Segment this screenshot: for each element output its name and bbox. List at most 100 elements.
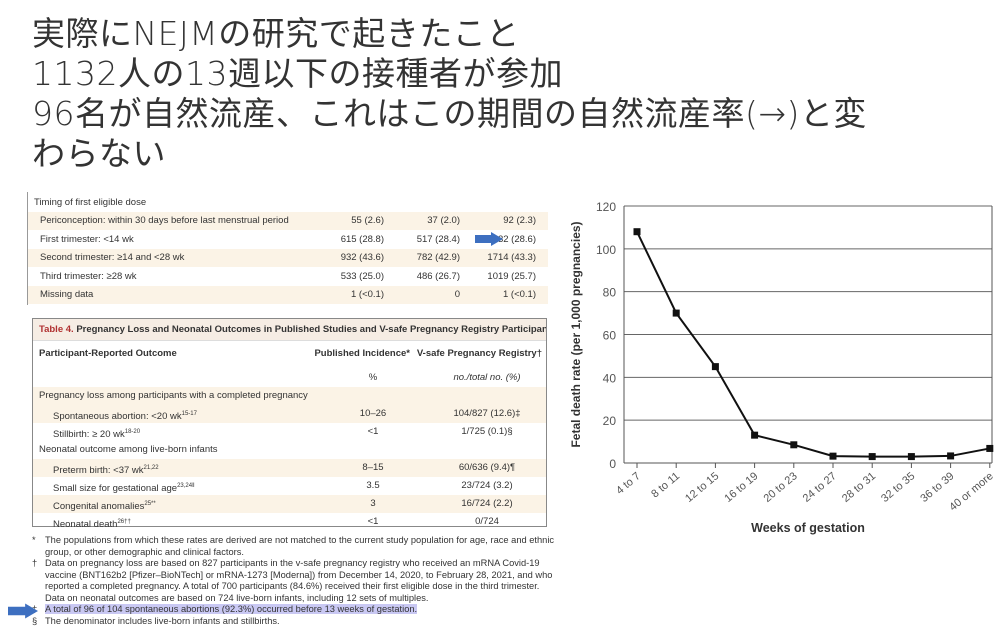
cell: 37 (2.0) — [400, 212, 460, 230]
cell: 615 (28.8) — [324, 231, 384, 249]
reference-sup: 23,24‖ — [177, 483, 195, 489]
reference-sup: 15-17 — [182, 411, 197, 417]
table-row: Neonatal death26†† <1 0/724 — [33, 513, 546, 531]
row-label: Second trimester: ≥14 and <28 wk — [40, 249, 184, 267]
reference-sup: 26†† — [117, 519, 130, 525]
slide-title: 実際にNEJMの研究で起きたこと 1132人の13週以下の接種者が参加 96名が… — [32, 14, 867, 174]
vsafe-cell: 60/636 (9.4)¶ — [428, 459, 546, 477]
row-label: First trimester: <14 wk — [40, 231, 134, 249]
data-point — [634, 228, 641, 235]
published-cell: 3 — [333, 495, 413, 513]
published-cell: <1 — [333, 513, 413, 531]
table-row: Preterm birth: <37 wk21,22 8–15 60/636 (… — [33, 459, 546, 477]
arrow-right-icon — [8, 603, 38, 619]
data-point — [712, 363, 719, 370]
row-label: Missing data — [40, 286, 93, 304]
cell: 782 (42.9) — [400, 249, 460, 267]
row-label: Stillbirth: ≥ 20 wk18-20 — [53, 423, 140, 444]
outcome-text: Spontaneous abortion: <20 wk — [53, 411, 182, 422]
header-vsafe: V-safe Pregnancy Registry† — [417, 345, 542, 363]
unit-published: % — [333, 369, 413, 387]
outcome-text: Stillbirth: ≥ 20 wk — [53, 429, 125, 440]
x-axis-label: Weeks of gestation — [751, 521, 865, 535]
header-outcome: Participant-Reported Outcome — [39, 345, 177, 363]
cell: 1 (<0.1) — [476, 286, 536, 304]
table-row: Spontaneous abortion: <20 wk15-17 10–26 … — [33, 405, 546, 423]
data-point — [869, 453, 876, 460]
vsafe-cell: 23/724 (3.2) — [428, 477, 546, 495]
title-line: わらない — [32, 134, 867, 174]
published-cell: 3.5 — [333, 477, 413, 495]
table-row: Missing data 1 (<0.1) 0 1 (<0.1) — [28, 286, 548, 304]
row-label: Third trimester: ≥28 wk — [40, 268, 137, 286]
cell: 1019 (25.7) — [476, 268, 536, 286]
footnote: * The populations from which these rates … — [30, 535, 555, 558]
y-tick-label: 40 — [603, 371, 617, 385]
y-axis-label: Fetal death rate (per 1,000 pregnancies) — [569, 221, 583, 447]
footnote-mark: * — [32, 535, 36, 547]
x-tick-label: 24 to 27 — [801, 470, 839, 505]
footnote: † Data on pregnancy loss are based on 827… — [30, 558, 555, 604]
x-tick-label: 28 to 31 — [840, 470, 878, 505]
x-tick-label: 4 to 7 — [614, 470, 643, 497]
footnote: §The denominator includes live-born infa… — [30, 616, 555, 627]
cell: 533 (25.0) — [324, 268, 384, 286]
row-label: Periconception: within 30 days before la… — [40, 212, 289, 230]
vsafe-cell: 16/724 (2.2) — [428, 495, 546, 513]
arrow-right-icon — [475, 232, 503, 246]
published-cell: <1 — [333, 423, 413, 441]
outcome-text: Neonatal death — [53, 519, 117, 530]
header-published: Published Incidence* — [314, 345, 410, 363]
x-tick-label: 36 to 39 — [918, 470, 956, 505]
data-point — [908, 453, 915, 460]
y-tick-label: 120 — [596, 200, 616, 214]
y-tick-label: 80 — [603, 286, 617, 300]
table-caption: Table 4. Pregnancy Loss and Neonatal Out… — [33, 319, 546, 341]
outcome-text: Congenital anomalies — [53, 501, 144, 512]
cell: 55 (2.6) — [324, 212, 384, 230]
table-number: Table 4. — [39, 324, 74, 335]
section-label: Pregnancy loss among participants with a… — [39, 387, 308, 405]
cell: 517 (28.4) — [400, 231, 460, 249]
footnote-text: The denominator includes live-born infan… — [45, 616, 280, 626]
cell: 1714 (43.3) — [476, 249, 536, 267]
x-tick-label: 20 to 23 — [762, 470, 800, 505]
table-4: Table 4. Pregnancy Loss and Neonatal Out… — [32, 318, 547, 527]
published-cell: 10–26 — [333, 405, 413, 423]
footnote-mark: † — [32, 558, 37, 570]
table-header-row: Participant-Reported Outcome Published I… — [33, 345, 546, 363]
row-label: Neonatal death26†† — [53, 513, 131, 534]
footnote-text: Data on pregnancy loss are based on 827 … — [45, 558, 552, 603]
cell: 92 (2.3) — [476, 212, 536, 230]
table-row: Small size for gestational age23,24‖ 3.5… — [33, 477, 546, 495]
dose-timing-table: Timing of first eligible dose Periconcep… — [27, 192, 552, 305]
unit-vsafe: no./total no. (%) — [428, 369, 546, 387]
table-footnotes: * The populations from which these rates … — [30, 535, 555, 627]
title-line: 実際にNEJMの研究で起きたこと — [32, 14, 867, 54]
series-line — [637, 232, 990, 457]
section-row: Pregnancy loss among participants with a… — [33, 387, 546, 405]
cell: 486 (26.7) — [400, 268, 460, 286]
footnote-text: The populations from which these rates a… — [45, 535, 554, 557]
cell: 932 (43.6) — [324, 249, 384, 267]
table-row: Periconception: within 30 days before la… — [28, 212, 548, 230]
footnote-text: A total of 96 of 104 spontaneous abortio… — [45, 604, 417, 614]
outcome-text: Preterm birth: <37 wk — [53, 465, 144, 476]
y-tick-label: 100 — [596, 243, 616, 257]
cell: 0 — [400, 286, 460, 304]
title-line: 96名が自然流産、これはこの期間の自然流産率(→)と変 — [32, 94, 867, 134]
data-point — [830, 453, 837, 460]
data-point — [986, 445, 993, 452]
x-tick-label: 32 to 35 — [879, 470, 917, 505]
x-tick-label: 16 to 19 — [722, 470, 760, 505]
x-tick-label: 8 to 11 — [649, 470, 682, 500]
vsafe-cell: 104/827 (12.6)‡ — [428, 405, 546, 423]
units-row: % no./total no. (%) — [33, 369, 546, 387]
y-tick-label: 60 — [603, 329, 617, 343]
y-tick-label: 0 — [609, 457, 616, 471]
vsafe-cell: 0/724 — [428, 513, 546, 531]
data-point — [751, 432, 758, 439]
outcome-text: Small size for gestational age — [53, 483, 177, 494]
table-row: Third trimester: ≥28 wk 533 (25.0) 486 (… — [28, 268, 548, 286]
